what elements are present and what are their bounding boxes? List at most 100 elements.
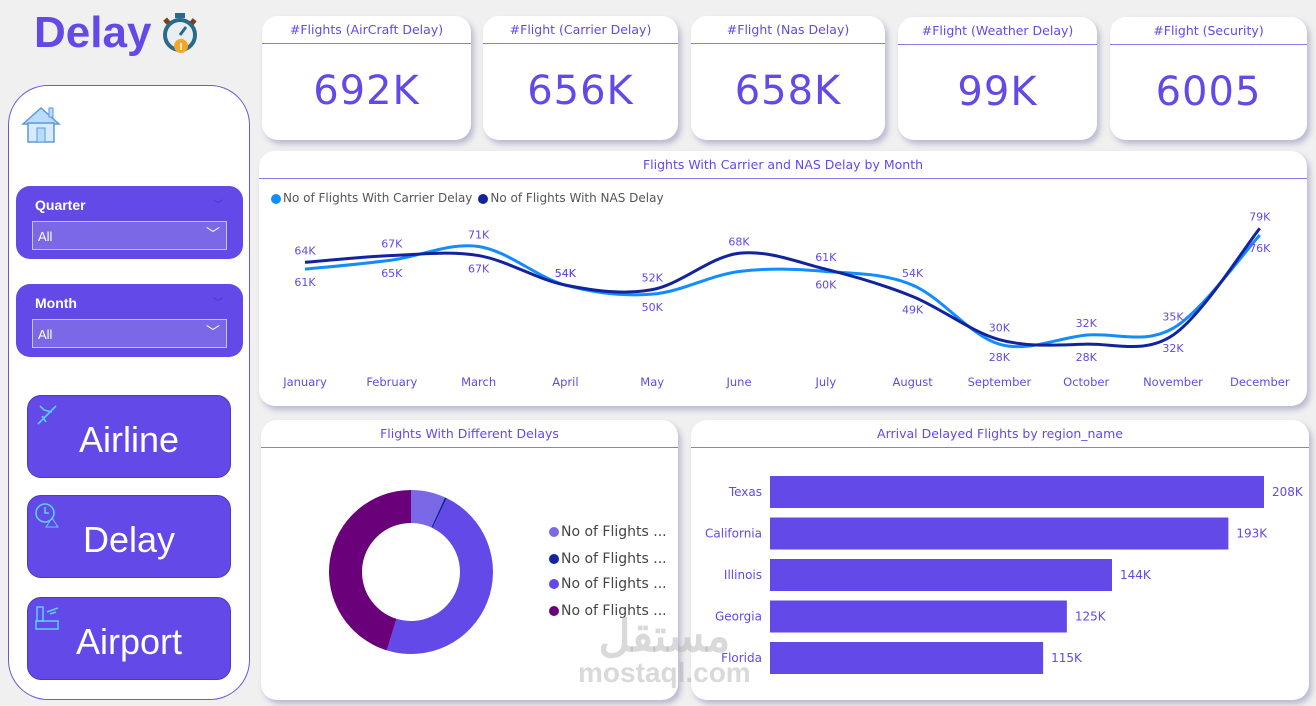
legend-label: No of Flights With Carrier Delay: [283, 191, 473, 205]
data-label: 65K: [381, 267, 403, 280]
bar[interactable]: [770, 642, 1044, 674]
bar[interactable]: [770, 476, 1264, 508]
bar[interactable]: [770, 600, 1067, 633]
x-tick-label: January: [282, 375, 327, 389]
stopwatch-warning-icon: !: [163, 13, 198, 53]
nav-button-airport[interactable]: Airport: [27, 597, 231, 680]
page-title: Delay !: [34, 8, 199, 58]
bar[interactable]: [770, 517, 1229, 550]
x-tick-label: March: [461, 375, 496, 389]
series-line-nas: [304, 227, 1261, 349]
airport-tower-icon: [35, 606, 59, 630]
data-label: 54K: [902, 267, 924, 280]
x-tick-label: June: [725, 375, 751, 389]
legend-dot: [549, 579, 559, 589]
kpi-title: #Flight (Nas Delay): [691, 16, 885, 44]
donut-slice[interactable]: [329, 490, 411, 651]
data-label: 50K: [642, 301, 664, 314]
legend-item-carrier[interactable]: No of Flights With Carrier Delay: [271, 191, 472, 205]
data-label: 193K: [1236, 527, 1268, 541]
legend-dot: [478, 193, 489, 204]
legend-label: No of Flights ...: [561, 524, 667, 540]
line-chart-title: Flights With Carrier and NAS Delay by Mo…: [259, 151, 1307, 179]
kpi-value: 692K: [313, 68, 420, 114]
x-tick-label: August: [892, 375, 933, 389]
data-label: 28K: [989, 351, 1011, 364]
legend-item-nas[interactable]: No of Flights With NAS Delay: [478, 191, 664, 205]
quarter-slicer: Quarter ﹀ All ﹀: [16, 186, 243, 259]
x-tick-label: February: [366, 375, 417, 389]
donut-legend-item[interactable]: No of Flights ...: [549, 551, 667, 567]
data-label: 76K: [1249, 242, 1271, 255]
legend-label: No of Flights ...: [561, 551, 667, 567]
chevron-down-icon[interactable]: ﹀: [213, 200, 223, 211]
donut-legend-item[interactable]: No of Flights ...: [549, 603, 667, 619]
nav-button-label: Delay: [82, 519, 176, 560]
x-tick-label: April: [552, 375, 578, 389]
kpi-value: 99K: [957, 69, 1038, 115]
quarter-dropdown[interactable]: All ﹀: [32, 221, 227, 250]
data-label: 54K: [555, 267, 577, 280]
kpi-card-aircraft-delay: #Flights (AirCraft Delay) 692K: [262, 16, 471, 140]
data-label: 49K: [902, 303, 924, 316]
donut-slice[interactable]: [431, 497, 447, 528]
airplane-icon: [37, 405, 57, 425]
donut-legend-item[interactable]: No of Flights ...: [549, 576, 667, 592]
y-tick-label: Florida: [721, 651, 762, 665]
kpi-value: 656K: [527, 68, 634, 114]
nav-button-airline[interactable]: Airline: [27, 395, 231, 478]
clock-warning-icon: [35, 503, 59, 528]
y-tick-label: Georgia: [715, 610, 762, 624]
kpi-card-carrier-delay: #Flight (Carrier Delay) 656K: [483, 16, 678, 140]
legend-dot: [549, 527, 559, 537]
data-label: 64K: [294, 244, 316, 257]
kpi-value: 658K: [734, 68, 842, 114]
data-label: 115K: [1051, 651, 1083, 665]
month-slicer: Month ﹀ All ﹀: [16, 284, 243, 357]
data-label: 28K: [1076, 351, 1098, 364]
data-label: 125K: [1075, 610, 1107, 624]
month-slicer-label: Month: [35, 295, 77, 311]
data-label: 61K: [294, 276, 316, 289]
line-chart: 61K 65K 71K 54K 50K 60K 54K 28K 32K 35K 76K 64K 67K 6…: [282, 210, 1290, 389]
donut-chart-card: Flights With Different Delays No of Flig…: [261, 420, 678, 700]
legend-label: No of Flights ...: [561, 603, 667, 619]
donut-slice[interactable]: [411, 490, 445, 528]
data-label: 60K: [815, 278, 837, 291]
legend-dot: [549, 606, 559, 616]
donut-slice[interactable]: [386, 498, 493, 654]
home-icon[interactable]: [21, 104, 61, 144]
data-label: 208K: [1272, 485, 1304, 499]
legend-label: No of Flights ...: [561, 576, 667, 592]
y-tick-label: Texas: [728, 485, 762, 499]
sidebar: Quarter ﹀ All ﹀ Month ﹀ All ﹀ Airline De…: [8, 85, 250, 700]
donut-legend-item[interactable]: No of Flights ...: [549, 524, 667, 540]
donut-chart: [329, 490, 493, 654]
data-label: 30K: [989, 322, 1011, 335]
chevron-down-icon[interactable]: ﹀: [213, 298, 223, 309]
kpi-card-nas-delay: #Flight (Nas Delay) 658K: [691, 16, 885, 140]
svg-text:!: !: [179, 42, 184, 53]
line-chart-legend: No of Flights With Carrier Delay No of F…: [271, 191, 664, 205]
bar-chart-card: Arrival Delayed Flights by region_name T…: [691, 420, 1309, 700]
x-tick-label: November: [1143, 375, 1203, 389]
donut-chart-title: Flights With Different Delays: [261, 420, 678, 448]
kpi-card-security: #Flight (Security) 6005: [1110, 17, 1307, 140]
kpi-card-weather-delay: #Flight (Weather Delay) 99K: [898, 17, 1097, 140]
kpi-title: #Flights (AirCraft Delay): [262, 16, 471, 44]
legend-label: No of Flights With NAS Delay: [490, 191, 664, 205]
y-tick-label: California: [705, 527, 762, 541]
month-dropdown[interactable]: All ﹀: [32, 319, 227, 348]
data-label: 32K: [1076, 317, 1098, 330]
data-label: 61K: [815, 251, 837, 264]
x-tick-label: May: [640, 375, 664, 389]
nav-button-label: Airport: [75, 621, 183, 662]
y-tick-label: Illinois: [724, 568, 762, 582]
kpi-title: #Flight (Security): [1110, 17, 1307, 45]
data-label: 79K: [1249, 210, 1271, 223]
nav-button-delay[interactable]: Delay: [27, 495, 231, 578]
bar[interactable]: [770, 559, 1112, 591]
line-chart-card: Flights With Carrier and NAS Delay by Mo…: [259, 151, 1307, 406]
page-title-text: Delay: [34, 8, 152, 57]
kpi-title: #Flight (Carrier Delay): [483, 16, 678, 44]
